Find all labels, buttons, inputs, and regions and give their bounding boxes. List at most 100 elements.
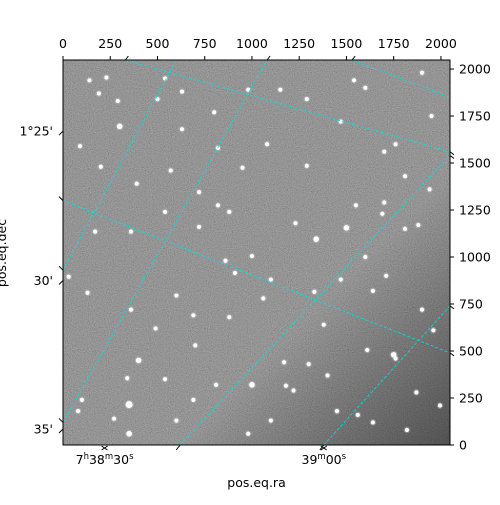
star-core xyxy=(363,254,368,260)
star-core xyxy=(213,382,219,387)
coord-edge-tick xyxy=(449,352,455,357)
star-core xyxy=(304,163,309,168)
star-core xyxy=(249,253,255,259)
star-core xyxy=(232,270,238,276)
star-core xyxy=(87,78,92,83)
star-core xyxy=(291,388,296,393)
star-core xyxy=(419,307,425,312)
star-core xyxy=(312,289,317,294)
star-core xyxy=(334,409,340,414)
star-core xyxy=(437,403,443,408)
star-core xyxy=(380,211,385,216)
star-core xyxy=(264,142,270,147)
coord-edge-tick xyxy=(320,445,328,451)
coord-edge-tick xyxy=(58,196,64,201)
star-core xyxy=(155,97,160,102)
star-core xyxy=(393,356,398,361)
star-core xyxy=(246,431,251,436)
coord-grid-line xyxy=(63,60,268,423)
star-core xyxy=(153,326,158,331)
star-core xyxy=(402,174,408,179)
star-core xyxy=(325,373,330,378)
dec-tick-label: 35' xyxy=(34,422,53,437)
star-core xyxy=(281,360,287,365)
star-core xyxy=(365,347,370,353)
coord-edge-tick xyxy=(449,155,455,159)
coord-edge-tick xyxy=(266,55,271,61)
star-core xyxy=(384,273,389,278)
star-core xyxy=(96,91,102,96)
star-core xyxy=(268,277,273,282)
star-core xyxy=(363,85,368,90)
x-pixel-tick-label: 750 xyxy=(193,36,217,51)
star-core xyxy=(125,401,133,409)
star-core xyxy=(98,164,103,169)
star-core xyxy=(249,382,255,388)
star-core xyxy=(404,427,410,433)
star-core xyxy=(162,377,168,382)
star-core xyxy=(115,98,120,104)
star-core xyxy=(338,277,343,282)
ra-tick-label: 7h38m30s xyxy=(76,452,134,467)
plot-frame xyxy=(62,59,451,446)
star-core xyxy=(261,296,266,301)
ra-tick-label: 39m00s xyxy=(302,452,347,467)
y-pixel-tick-label: 750 xyxy=(459,297,483,312)
star-core xyxy=(393,142,398,147)
sky-image xyxy=(63,60,450,445)
y-pixel-tick-label: 250 xyxy=(459,391,483,406)
star-core xyxy=(125,376,130,381)
star-core xyxy=(111,416,117,421)
y-pixel-tick-label: 0 xyxy=(459,438,467,453)
star-core xyxy=(343,225,350,231)
star-core xyxy=(293,221,298,226)
star-core xyxy=(382,149,387,154)
star-core xyxy=(351,78,357,83)
x-pixel-tick-label: 1500 xyxy=(331,36,363,51)
star-core xyxy=(212,110,217,115)
star-core xyxy=(382,200,387,205)
dec-tick-label: 30' xyxy=(34,273,53,288)
star-core xyxy=(304,97,309,102)
star-core xyxy=(93,229,98,234)
star-core xyxy=(66,274,71,279)
star-core xyxy=(227,209,232,214)
star-core xyxy=(162,209,168,214)
star-core xyxy=(135,357,142,364)
star-core xyxy=(227,315,232,320)
star-core xyxy=(414,390,419,395)
star-core xyxy=(191,313,196,318)
coord-edge-tick xyxy=(351,55,356,61)
y-pixel-tick-label: 1000 xyxy=(459,250,491,265)
coord-grid-line xyxy=(125,60,450,153)
star-core xyxy=(240,165,245,170)
star-core xyxy=(353,203,358,208)
coord-edge-tick xyxy=(58,265,64,271)
star-core xyxy=(355,412,360,418)
star-core xyxy=(168,168,173,173)
star-core xyxy=(278,87,283,92)
coord-grid-line xyxy=(323,305,450,445)
coord-edge-tick xyxy=(319,444,325,451)
x-pixel-tick-label: 1250 xyxy=(283,36,315,51)
coord-edge-tick xyxy=(58,130,64,136)
x-pixel-tick-label: 0 xyxy=(59,36,67,51)
coord-edge-tick xyxy=(58,428,64,434)
star-core xyxy=(306,362,311,367)
star-core xyxy=(76,409,81,414)
star-core xyxy=(104,75,109,80)
star-core xyxy=(116,123,123,130)
star-core xyxy=(431,328,436,333)
coord-edge-tick xyxy=(175,444,181,451)
y-pixel-tick-label: 1500 xyxy=(459,156,491,171)
star-core xyxy=(179,127,185,132)
coord-edge-tick xyxy=(58,280,64,285)
coord-grid-line xyxy=(351,60,450,98)
star-core xyxy=(79,397,84,402)
coord-edge-tick xyxy=(101,445,108,451)
star-core xyxy=(416,222,421,228)
coord-edge-tick xyxy=(449,151,455,156)
x-pixel-tick-label: 250 xyxy=(98,36,122,51)
coord-grid-line xyxy=(63,200,450,354)
